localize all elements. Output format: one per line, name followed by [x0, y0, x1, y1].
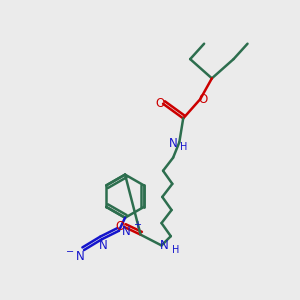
Text: N: N — [169, 136, 178, 149]
Text: O: O — [155, 97, 165, 110]
Text: O: O — [116, 220, 125, 233]
Text: O: O — [199, 93, 208, 106]
Text: H: H — [172, 245, 179, 255]
Text: +: + — [133, 220, 141, 230]
Text: N: N — [99, 239, 108, 252]
Text: N: N — [160, 239, 169, 252]
Text: H: H — [180, 142, 188, 152]
Text: N: N — [122, 225, 131, 238]
Text: N: N — [76, 250, 85, 263]
Text: −: − — [66, 248, 74, 257]
